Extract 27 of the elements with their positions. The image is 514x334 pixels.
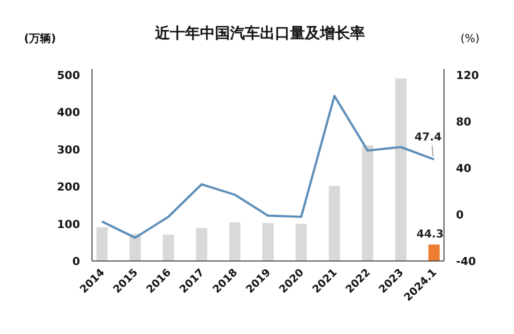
y-tick-label: 100: [57, 218, 80, 231]
chart-title: 近十年中国汽车出口量及增长率: [154, 24, 365, 42]
bar: [328, 186, 340, 261]
y2-tick-label: 120: [456, 69, 480, 82]
bar: [96, 227, 108, 261]
bar: [196, 228, 208, 261]
y-axis-title: (万辆): [24, 32, 56, 45]
bar: [262, 223, 274, 261]
bar: [162, 234, 174, 261]
y-tick-label: 300: [57, 143, 80, 156]
y-tick-label: 0: [72, 255, 80, 268]
y-tick-label: 200: [57, 180, 80, 194]
y2-tick-label: 0: [456, 208, 464, 222]
y-tick-label: 400: [57, 106, 80, 120]
bar: [130, 234, 141, 261]
y2-tick-label: -40: [456, 255, 476, 268]
bar: [428, 244, 440, 261]
bar: [296, 224, 307, 261]
data-label: 47.4: [414, 130, 442, 144]
bar: [395, 78, 406, 261]
y2-tick-label: 80: [456, 116, 472, 128]
bar: [362, 145, 374, 261]
y-tick-label: 500: [57, 69, 80, 82]
y2-axis-title: (%): [460, 32, 480, 45]
data-label: 44.3: [416, 228, 444, 241]
bar: [229, 222, 240, 261]
y2-tick-label: 40: [456, 162, 472, 175]
